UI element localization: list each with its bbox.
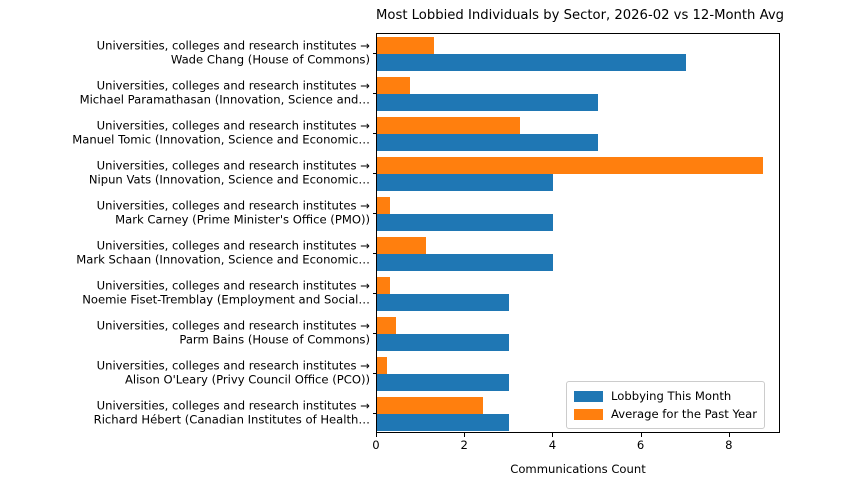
y-axis-tick-label: Universities, colleges and research inst… — [0, 39, 370, 66]
y-axis-tick-label-line: Universities, colleges and research inst… — [96, 278, 370, 293]
x-axis-tick-mark — [376, 433, 377, 437]
y-axis-tick-label-line: Universities, colleges and research inst… — [96, 398, 370, 413]
y-axis-tick-mark — [372, 253, 376, 254]
y-axis-tick-label: Universities, colleges and research inst… — [0, 279, 370, 306]
y-axis-tick-label: Universities, colleges and research inst… — [0, 119, 370, 146]
legend-item: Lobbying This Month — [574, 387, 757, 405]
bar-lobbying-this-month — [377, 54, 686, 71]
x-axis-tick-label: 6 — [636, 438, 645, 452]
bar-lobbying-this-month — [377, 374, 510, 391]
y-axis-tick-label: Universities, colleges and research inst… — [0, 79, 370, 106]
y-axis-tick-label-line: Noemie Fiset-Tremblay (Employment and So… — [82, 292, 370, 306]
y-axis-tick-mark — [372, 173, 376, 174]
y-axis-tick-label: Universities, colleges and research inst… — [0, 359, 370, 386]
y-axis-tick-label-line: Universities, colleges and research inst… — [96, 158, 370, 173]
bar-lobbying-this-month — [377, 254, 554, 271]
x-axis-tick-label: 2 — [460, 438, 468, 452]
y-axis-tick-label-line: Universities, colleges and research inst… — [96, 38, 370, 53]
y-axis-tick-label-line: Universities, colleges and research inst… — [96, 118, 370, 133]
y-axis-tick-label: Universities, colleges and research inst… — [0, 239, 370, 266]
bar-lobbying-this-month — [377, 294, 510, 311]
plot-area — [376, 33, 780, 433]
y-axis-tick-label: Universities, colleges and research inst… — [0, 199, 370, 226]
y-axis-tick-label: Universities, colleges and research inst… — [0, 319, 370, 346]
y-axis-tick-label-line: Universities, colleges and research inst… — [96, 238, 370, 253]
x-axis-tick-label: 4 — [548, 438, 557, 452]
y-axis-tick-label-line: Alison O'Leary (Privy Council Office (PC… — [124, 372, 370, 386]
bar-average-past-year — [377, 117, 521, 134]
bar-average-past-year — [377, 357, 387, 374]
bar-average-past-year — [377, 237, 426, 254]
y-axis-tick-label: Universities, colleges and research inst… — [0, 159, 370, 186]
bar-lobbying-this-month — [377, 334, 510, 351]
bar-lobbying-this-month — [377, 214, 554, 231]
bar-lobbying-this-month — [377, 134, 598, 151]
y-axis-tick-label-line: Universities, colleges and research inst… — [96, 198, 370, 213]
legend-label: Lobbying This Month — [611, 389, 732, 403]
y-axis-tick-mark — [372, 133, 376, 134]
y-axis-tick-mark — [372, 373, 376, 374]
bar-average-past-year — [377, 317, 396, 334]
bar-average-past-year — [377, 157, 763, 174]
y-axis-tick-mark — [372, 413, 376, 414]
y-axis-tick-mark — [372, 333, 376, 334]
legend-color-swatch — [574, 390, 603, 402]
chart-legend: Lobbying This Month Average for the Past … — [566, 381, 766, 429]
y-axis-tick-label-line: Wade Chang (House of Commons) — [170, 52, 370, 66]
bar-average-past-year — [377, 197, 391, 214]
x-axis-tick-mark — [728, 433, 730, 437]
y-axis-tick-label-line: Mark Schaan (Innovation, Science and Eco… — [76, 252, 370, 266]
y-axis-tick-label-line: Manuel Tomic (Innovation, Science and Ec… — [72, 132, 370, 146]
y-axis-tick-mark — [372, 293, 376, 294]
y-axis-tick-mark — [372, 93, 376, 94]
bar-average-past-year — [377, 37, 435, 54]
y-axis-tick-label-line: Universities, colleges and research inst… — [96, 318, 370, 333]
bar-average-past-year — [377, 277, 391, 294]
y-axis-tick-label-line: Universities, colleges and research inst… — [96, 358, 370, 373]
x-axis-tick-mark — [464, 433, 466, 437]
bar-lobbying-this-month — [377, 174, 554, 191]
x-axis-tick-label: 0 — [372, 438, 380, 452]
x-axis-tick-mark — [640, 433, 642, 437]
y-axis-tick-label-line: Richard Hébert (Canadian Institutes of H… — [93, 412, 370, 426]
y-axis-tick-mark — [372, 213, 376, 214]
x-axis-label: Communications Count — [510, 462, 646, 476]
y-axis-tick-label-line: Universities, colleges and research inst… — [96, 78, 370, 93]
x-axis-tick-label: 8 — [725, 438, 733, 452]
bar-lobbying-this-month — [377, 414, 510, 431]
y-axis-tick-mark — [372, 53, 376, 54]
chart-title: Most Lobbied Individuals by Sector, 2026… — [376, 8, 785, 23]
x-axis-tick-mark — [552, 433, 554, 437]
legend-label: Average for the Past Year — [611, 407, 758, 421]
y-axis-tick-label-line: Nipun Vats (Innovation, Science and Econ… — [88, 172, 370, 186]
y-axis-tick-label-line: Parm Bains (House of Commons) — [179, 332, 370, 346]
y-axis-tick-label: Universities, colleges and research inst… — [0, 399, 370, 426]
y-axis-tick-label-line: Michael Paramathasan (Innovation, Scienc… — [79, 92, 370, 106]
legend-color-swatch — [574, 408, 603, 420]
legend-item: Average for the Past Year — [574, 405, 757, 423]
bar-lobbying-this-month — [377, 94, 598, 111]
bar-average-past-year — [377, 77, 411, 94]
y-axis-tick-labels: Universities, colleges and research inst… — [0, 33, 370, 433]
y-axis-tick-label-line: Mark Carney (Prime Minister's Office (PM… — [115, 212, 370, 226]
bar-average-past-year — [377, 397, 483, 414]
